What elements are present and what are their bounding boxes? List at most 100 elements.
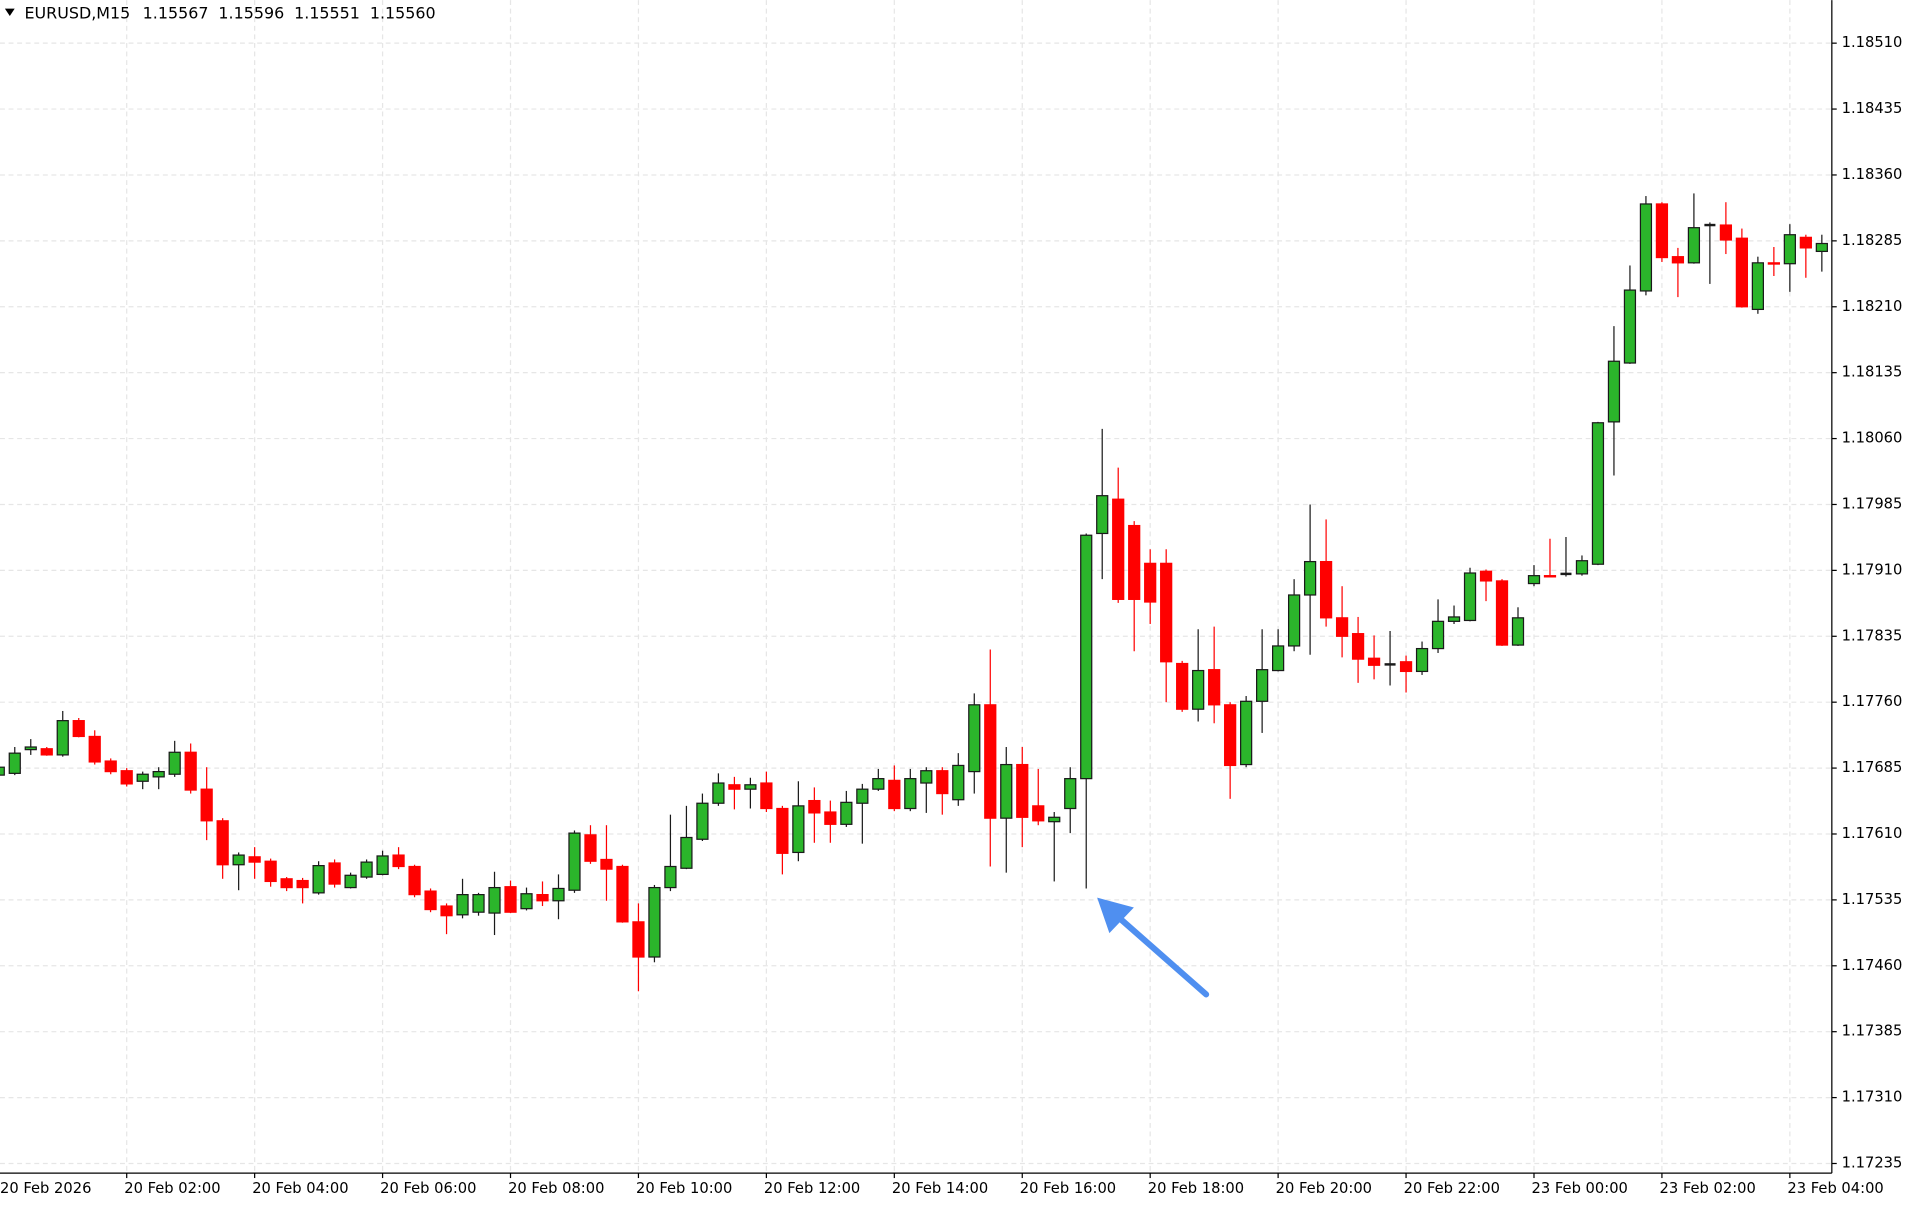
candle-body [472,894,485,913]
candle [456,878,469,919]
candle-body [792,805,805,854]
candle-body [312,865,325,894]
candle [872,768,885,791]
candle-body [264,860,277,883]
candle [1415,641,1429,675]
candle-body [1415,647,1429,673]
candle-body [1767,262,1780,265]
candle [1367,635,1381,680]
candle [1192,629,1205,722]
candle-body [696,802,709,840]
candle [1799,234,1812,278]
candle [1016,746,1029,848]
candle [1112,467,1125,603]
menu-triangle[interactable] [4,8,15,17]
y-tick-label: 1.17910 [1842,561,1903,578]
candle [24,739,37,755]
arrow-head [1097,897,1134,934]
candle [1607,326,1621,476]
candle [728,776,741,810]
candle-body [40,748,53,756]
candle-body [24,746,37,751]
candle-body [184,751,197,791]
candle-body [680,836,693,869]
x-tick-label: 20 Feb 06:00 [380,1180,476,1197]
candle-body [344,874,357,889]
candle-body [760,782,773,810]
candle [1511,607,1525,646]
candle-body [88,735,101,763]
candle [584,825,597,864]
candle [1399,655,1413,693]
x-tick-label: 20 Feb 02:00 [124,1180,220,1197]
candle-body [1016,763,1029,818]
candle [296,877,309,904]
candle-body [1064,778,1077,810]
candle-body [664,865,677,889]
candle-body [952,764,965,801]
candle [1463,567,1477,622]
x-tick-label: 20 Feb 22:00 [1404,1180,1500,1197]
candle [1575,555,1589,576]
candle-body [1224,704,1237,767]
candle [392,847,405,870]
candle [328,859,341,888]
candle-body [8,752,21,774]
candle [936,767,949,815]
candle [376,850,389,876]
candle-body [424,890,437,911]
candle-body [104,760,117,773]
candle-body [1335,617,1349,637]
candle-body [152,770,165,778]
candle-body [1048,816,1061,823]
candle [1032,768,1045,826]
candle-body [408,865,421,896]
y-tick-label: 1.17985 [1842,495,1903,512]
candle [712,773,725,806]
candle [344,872,357,889]
candle [1495,579,1509,646]
candle [696,793,709,842]
candle [824,800,837,843]
candle-body [936,770,949,795]
candle [680,805,693,870]
candle [0,766,5,776]
x-tick-label: 23 Feb 04:00 [1787,1180,1883,1197]
candle-body [1511,617,1525,646]
candle [520,887,533,911]
candle [1080,533,1093,889]
candle [792,781,805,862]
candle-body [1240,700,1253,766]
candle [904,768,917,812]
candle-body [1367,657,1381,666]
candle-body [1032,805,1045,822]
candle [1591,421,1605,566]
candle [1384,631,1396,686]
candle-body [1080,534,1093,780]
candle-body [776,807,789,854]
candle-body [1431,620,1445,650]
candle [1687,193,1701,264]
candle [1479,569,1493,602]
candle [1543,538,1557,578]
candle-body [392,854,405,868]
candle [1144,549,1157,624]
y-tick-label: 1.18060 [1842,430,1903,447]
candle-body [1351,633,1365,660]
candle [1431,599,1445,653]
candle [616,864,629,923]
candle-body [56,720,69,756]
candle [1655,202,1669,262]
candle [664,814,677,892]
candle [56,710,69,757]
candle [1719,202,1733,255]
x-tick-label: 23 Feb 00:00 [1532,1180,1628,1197]
candle [1128,521,1141,652]
x-tick-label: 20 Feb 08:00 [508,1180,604,1197]
candle [1335,586,1349,658]
candle [504,880,517,914]
candle [264,858,277,887]
candle [440,903,453,935]
